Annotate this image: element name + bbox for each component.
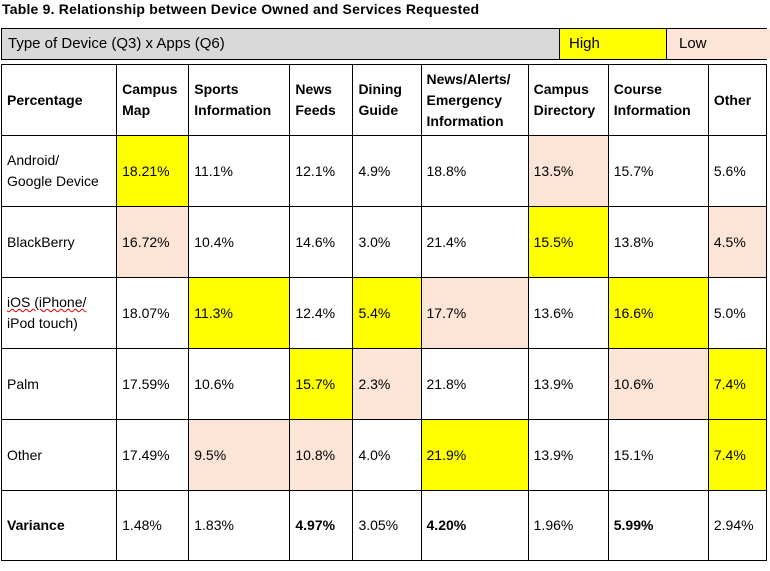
cell-value: 18.21%: [116, 135, 190, 207]
variance-value: 1.96%: [527, 490, 609, 561]
cell-value: 10.6%: [188, 348, 291, 420]
cell-value: 16.72%: [116, 206, 190, 278]
cell-value: 5.4%: [352, 277, 422, 349]
col-header-campus-map: Campus Map: [116, 64, 190, 136]
cell-value: 12.1%: [289, 135, 354, 207]
cell-value: 16.6%: [607, 277, 709, 349]
data-table: Percentage Campus Map Sports Information N…: [0, 64, 768, 561]
col-header-other: Other: [707, 64, 768, 136]
cell-value: 14.6%: [289, 206, 354, 278]
cell-value: 4.0%: [352, 419, 422, 491]
variance-value: 5.99%: [607, 490, 709, 561]
table-row: iOS (iPhone/iPod touch) 18.07% 11.3% 12.…: [0, 277, 768, 349]
variance-value: 4.20%: [420, 490, 529, 561]
cell-value: 15.1%: [607, 419, 709, 491]
col-header-news-alerts: News/Alerts/Emergency Information: [420, 64, 529, 136]
variance-row: Variance 1.48% 1.83% 4.97% 3.05% 4.20% 1…: [0, 490, 768, 561]
cell-value: 11.3%: [188, 277, 291, 349]
variance-value: 3.05%: [352, 490, 422, 561]
cell-value: 10.6%: [607, 348, 709, 420]
cell-value: 10.8%: [289, 419, 354, 491]
cell-value: 21.8%: [420, 348, 529, 420]
col-header-percentage: Percentage: [0, 64, 118, 136]
cell-value: 21.4%: [420, 206, 529, 278]
variance-value: 2.94%: [707, 490, 768, 561]
cell-value: 10.4%: [188, 206, 291, 278]
cell-value: 4.9%: [352, 135, 422, 207]
col-header-dining-guide: Dining Guide: [352, 64, 422, 136]
table-caption: Table 9. Relationship between Device Own…: [2, 1, 480, 17]
col-header-course-information: Course Information: [607, 64, 709, 136]
cell-value: 15.7%: [289, 348, 354, 420]
variance-value: 1.48%: [116, 490, 190, 561]
table-row: Android/Google Device 18.21% 11.1% 12.1%…: [0, 135, 768, 207]
cell-value: 13.8%: [607, 206, 709, 278]
legend-low: Low: [667, 29, 770, 59]
row-label-android: Android/Google Device: [0, 135, 118, 207]
cell-value: 18.8%: [420, 135, 529, 207]
cell-value: 18.07%: [116, 277, 190, 349]
col-header-campus-directory: Campus Directory: [527, 64, 609, 136]
col-header-news-feeds: News Feeds: [289, 64, 354, 136]
cell-value: 3.0%: [352, 206, 422, 278]
cell-value: 11.1%: [188, 135, 291, 207]
variance-value: 4.97%: [289, 490, 354, 561]
row-label-ios: iOS (iPhone/iPod touch): [0, 277, 118, 349]
cell-value: 13.6%: [527, 277, 609, 349]
column-header-row: Percentage Campus Map Sports Information N…: [0, 64, 768, 136]
cell-value: 4.5%: [707, 206, 768, 278]
table-header-bar: Type of Device (Q3) x Apps (Q6) High Low: [1, 28, 770, 60]
table-row: Other 17.49% 9.5% 10.8% 4.0% 21.9% 13.9%…: [0, 419, 768, 491]
cell-value: 15.7%: [607, 135, 709, 207]
cell-value: 13.5%: [527, 135, 609, 207]
col-header-sports-information: Sports Information: [188, 64, 291, 136]
cell-value: 21.9%: [420, 419, 529, 491]
cell-value: 15.5%: [527, 206, 609, 278]
row-label-other: Other: [0, 419, 118, 491]
cell-value: 9.5%: [188, 419, 291, 491]
cell-value: 5.0%: [707, 277, 768, 349]
cell-value: 7.4%: [707, 419, 768, 491]
table-row: Palm 17.59% 10.6% 15.7% 2.3% 21.8% 13.9%…: [0, 348, 768, 420]
cell-value: 13.9%: [527, 419, 609, 491]
header-bar-title: Type of Device (Q3) x Apps (Q6): [2, 29, 560, 59]
cell-value: 12.4%: [289, 277, 354, 349]
variance-value: 1.83%: [188, 490, 291, 561]
row-label-blackberry: BlackBerry: [0, 206, 118, 278]
legend-high: High: [560, 29, 667, 59]
cell-value: 17.49%: [116, 419, 190, 491]
cell-value: 2.3%: [352, 348, 422, 420]
cell-value: 7.4%: [707, 348, 768, 420]
cell-value: 5.6%: [707, 135, 768, 207]
row-label-variance: Variance: [0, 490, 118, 561]
cell-value: 17.59%: [116, 348, 190, 420]
cell-value: 13.9%: [527, 348, 609, 420]
row-label-palm: Palm: [0, 348, 118, 420]
table-row: BlackBerry 16.72% 10.4% 14.6% 3.0% 21.4%…: [0, 206, 768, 278]
cell-value: 17.7%: [420, 277, 529, 349]
